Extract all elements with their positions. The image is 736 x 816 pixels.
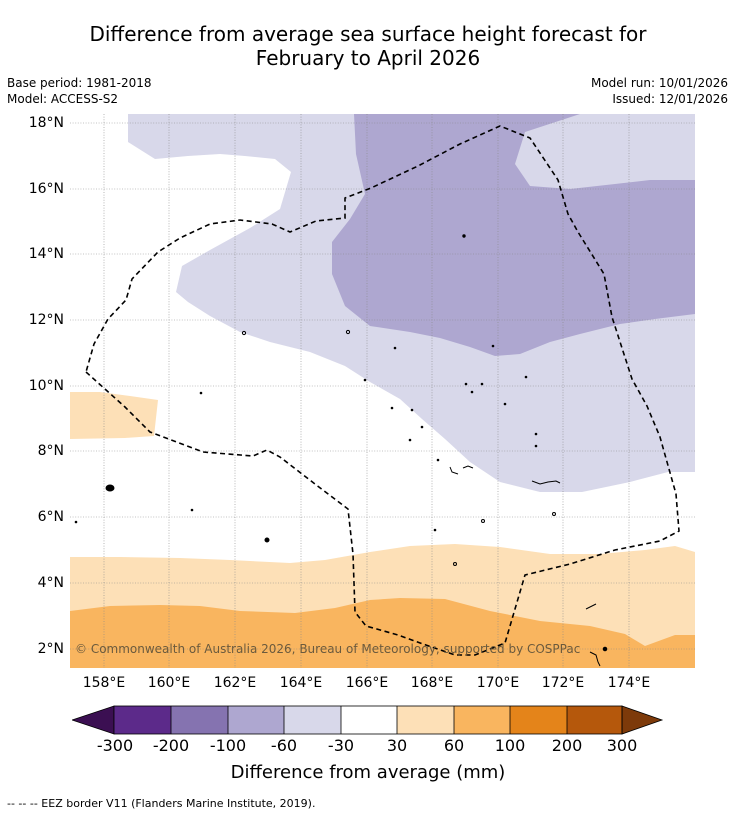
colorbar-tick-neg60: -60: [270, 736, 298, 755]
lat-label-16n: 16°N: [28, 181, 64, 197]
colorbar: [72, 705, 664, 735]
copyright-notice: © Commonwealth of Australia 2026, Bureau…: [75, 642, 581, 656]
lat-label-2n: 2°N: [37, 641, 64, 657]
eez-border: [85, 125, 680, 656]
islands: [74, 234, 608, 667]
meta-left: Base period: 1981-2018 Model: ACCESS-S2: [7, 75, 152, 107]
colorbar-swatch-pos60: [454, 706, 510, 734]
lat-label-6n: 6°N: [37, 509, 64, 525]
base-period: Base period: 1981-2018: [7, 76, 152, 90]
gridlines: [70, 114, 695, 668]
title-line-2: February to April 2026: [255, 46, 481, 70]
pos60-region: [70, 598, 695, 668]
lat-label-4n: 4°N: [37, 575, 64, 591]
pos30-region-west: [70, 392, 158, 439]
lon-label-170e: 170°E: [476, 675, 520, 691]
lat-label-14n: 14°N: [28, 246, 64, 262]
lon-label-158e: 158°E: [82, 675, 126, 691]
colorbar-tick-pos60: 60: [443, 736, 465, 755]
title-line-1: Difference from average sea surface heig…: [89, 22, 647, 46]
lon-label-164e: 164°E: [279, 675, 323, 691]
colorbar-tick-pos200: 200: [551, 736, 583, 755]
model-name: Model: ACCESS-S2: [7, 92, 119, 106]
colorbar-dividers: [113, 705, 623, 735]
lon-label-168e: 168°E: [410, 675, 454, 691]
colorbar-tick-pos100: 100: [494, 736, 526, 755]
colorbar-swatch-neg200: [114, 706, 171, 734]
lon-label-160e: 160°E: [147, 675, 191, 691]
colorbar-tick-neg200: -200: [152, 736, 190, 755]
lat-label-8n: 8°N: [37, 443, 64, 459]
meta-right: Model run: 10/01/2026 Issued: 12/01/2026: [591, 75, 728, 107]
lon-label-172e: 172°E: [541, 675, 585, 691]
eez-legend-footnote: -- -- -- EEZ border V11 (Flanders Marine…: [7, 797, 316, 810]
colorbar-tick-neg100: -100: [209, 736, 247, 755]
colorbar-swatch-pos30: [397, 706, 454, 734]
neg60-region: [332, 114, 695, 356]
colorbar-tick-neg30: -30: [327, 736, 355, 755]
colorbar-extend-min: [72, 705, 115, 735]
colorbar-swatch-pos100: [510, 706, 567, 734]
colorbar-tick-neg300: -300: [96, 736, 134, 755]
colorbar-tick-pos30: 30: [386, 736, 408, 755]
colorbar-swatch-neg100: [171, 706, 228, 734]
colorbar-swatch-neg60: [228, 706, 284, 734]
colorbar-label: Difference from average (mm): [230, 762, 506, 783]
lat-label-18n: 18°N: [28, 115, 64, 131]
map-area: [70, 114, 695, 668]
lat-label-10n: 10°N: [28, 378, 64, 394]
issued-date: Issued: 12/01/2026: [612, 92, 728, 106]
lon-label-174e: 174°E: [607, 675, 651, 691]
lon-label-162e: 162°E: [213, 675, 257, 691]
colorbar-extend-max: [621, 705, 664, 735]
lon-label-166e: 166°E: [345, 675, 389, 691]
map-svg: [70, 114, 695, 668]
chart-title: Difference from average sea surface heig…: [0, 22, 736, 70]
colorbar-swatch-neg30: [284, 706, 341, 734]
model-run: Model run: 10/01/2026: [590, 76, 728, 90]
colorbar-swatch-pos200: [567, 706, 622, 734]
colorbar-swatch-zero: [341, 706, 397, 734]
colorbar-tick-pos300: 300: [606, 736, 638, 755]
lat-label-12n: 12°N: [28, 312, 64, 328]
